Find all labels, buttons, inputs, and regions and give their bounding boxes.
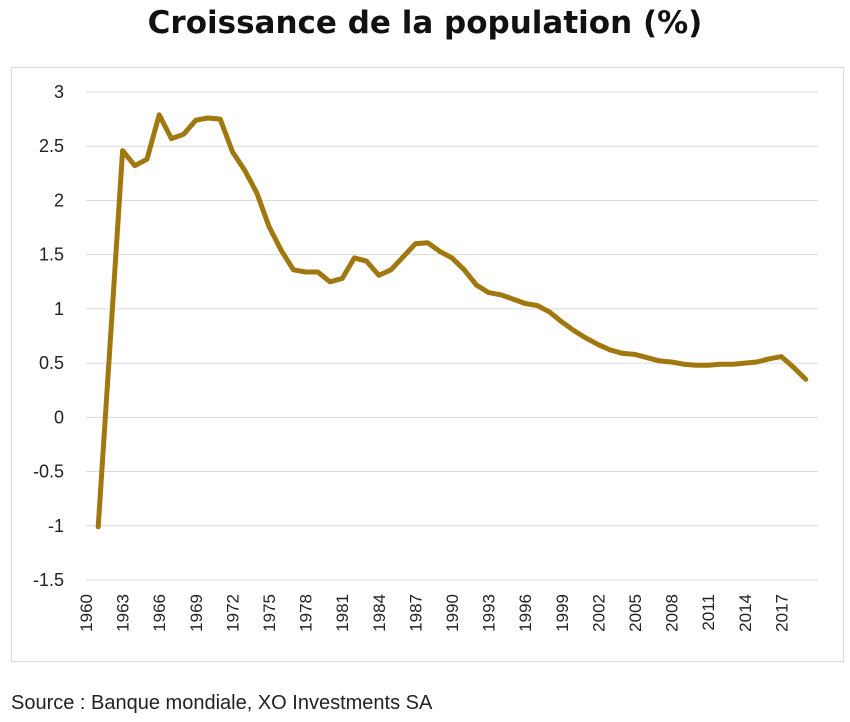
- y-tick-label: -0.5: [33, 462, 64, 482]
- y-tick-label: 0.5: [39, 353, 64, 373]
- x-tick-label: 1972: [223, 594, 242, 632]
- y-tick-label: 1.5: [39, 245, 64, 265]
- x-tick-label: 2005: [626, 594, 645, 632]
- y-tick-label: 1: [54, 299, 64, 319]
- x-tick-label: 2017: [772, 594, 791, 632]
- chart-title: Croissance de la population (%): [147, 5, 703, 41]
- y-tick-label: 0: [54, 407, 64, 427]
- x-tick-label: 1960: [77, 594, 96, 632]
- source-note: Source : Banque mondiale, XO Investments…: [11, 692, 433, 714]
- x-tick-label: 1975: [260, 594, 279, 632]
- y-tick-labels: 3 2.5 2 1.5 1 0.5 0 -0.5 -1 -1.5: [33, 82, 64, 590]
- x-tick-label: 2002: [589, 594, 608, 632]
- y-tick-label: 2.5: [39, 136, 64, 156]
- x-tick-label: 1969: [187, 594, 206, 632]
- x-tick-label: 1978: [297, 594, 316, 632]
- population-growth-line: [95, 112, 809, 530]
- x-tick-label: 1966: [150, 594, 169, 632]
- x-tick-label: 1963: [114, 594, 133, 632]
- x-tick-label: 2014: [736, 594, 755, 632]
- y-tick-label: 2: [54, 190, 64, 210]
- x-tick-label: 1996: [516, 594, 535, 632]
- x-tick-label: 1990: [443, 594, 462, 632]
- x-tick-label: 1999: [553, 594, 572, 632]
- y-tick-label: -1: [48, 516, 64, 536]
- y-tick-label: 3: [54, 82, 64, 102]
- x-tick-label: 1984: [370, 594, 389, 632]
- x-tick-label: 1987: [406, 594, 425, 632]
- grid-lines: [86, 91, 818, 581]
- x-tick-label: 2008: [663, 594, 682, 632]
- x-tick-label: 2011: [699, 594, 718, 631]
- x-tick-label: 1981: [333, 594, 352, 632]
- x-tick-label: 1993: [480, 594, 499, 632]
- x-tick-labels: 1960 1963 1966 1969 1972 1975 1978 1981 1984 1987…: [77, 594, 791, 632]
- chart-frame: [11, 67, 844, 662]
- y-tick-label: -1.5: [33, 570, 64, 590]
